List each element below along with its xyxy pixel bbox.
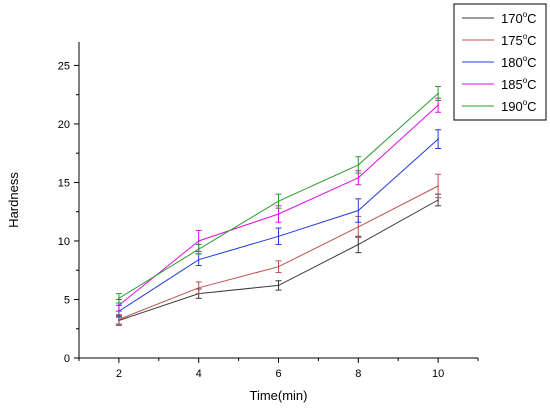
data-point (197, 258, 200, 261)
data-point (437, 199, 439, 201)
x-tick-label: 2 (116, 368, 122, 380)
data-point (357, 243, 360, 246)
x-tick-label: 6 (275, 368, 281, 380)
y-tick-label: 15 (58, 177, 70, 189)
y-tick-label: 0 (64, 353, 70, 365)
data-point (357, 164, 360, 166)
x-tick-label: 8 (355, 368, 361, 380)
data-point (118, 318, 120, 321)
data-point (197, 240, 200, 242)
data-point (277, 265, 280, 268)
series-190 (115, 85, 442, 304)
x-axis-title: Time(min) (249, 388, 307, 403)
data-point (437, 138, 439, 140)
ticks: 0 5 10 15 20 25 2 4 6 8 10 (58, 60, 479, 380)
series (115, 85, 442, 326)
data-point (437, 104, 439, 106)
data-point (357, 226, 360, 228)
data-point (357, 176, 360, 179)
legend-label: 170oC (501, 10, 537, 26)
y-axis-title: Hardness (6, 172, 21, 228)
x-tick-label: 10 (432, 368, 444, 380)
legend: 170oC 175oC 180oC 185oC 190oC (453, 3, 547, 121)
legend-label: 185oC (501, 76, 537, 92)
data-point (118, 297, 120, 300)
legend-label: 180oC (501, 54, 537, 70)
y-tick-label: 20 (58, 119, 70, 131)
data-point (437, 92, 439, 95)
y-tick-label: 5 (64, 294, 70, 306)
x-tick-label: 4 (196, 368, 202, 380)
data-point (197, 286, 200, 289)
legend-label: 175oC (501, 32, 537, 48)
data-point (277, 213, 280, 215)
y-tick-label: 10 (58, 236, 70, 248)
data-point (277, 284, 280, 287)
data-point (277, 200, 280, 202)
legend-label: 190oC (501, 98, 537, 114)
data-point (357, 209, 360, 212)
data-point (118, 304, 120, 307)
y-tick-label: 25 (58, 60, 70, 72)
data-point (277, 235, 280, 238)
series-180 (115, 129, 442, 318)
data-point (197, 248, 200, 250)
data-point (437, 185, 439, 187)
